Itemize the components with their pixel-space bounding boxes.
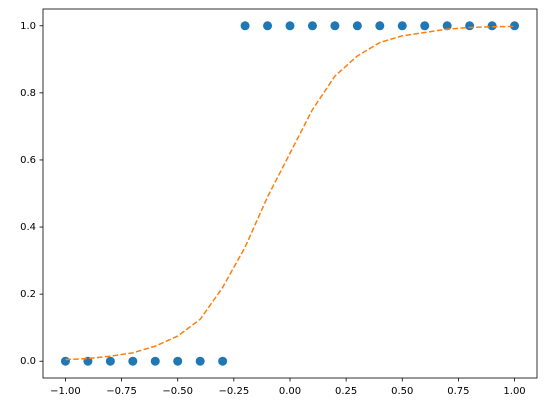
scatter-point bbox=[263, 21, 273, 31]
scatter-point bbox=[330, 21, 340, 31]
scatter-point bbox=[195, 356, 205, 366]
scatter-point bbox=[285, 21, 295, 31]
scatter-point bbox=[375, 21, 385, 31]
scatter-point bbox=[397, 21, 407, 31]
x-tick-label: 0.75 bbox=[447, 386, 469, 397]
x-tick-label: −1.00 bbox=[50, 386, 81, 397]
scatter-point bbox=[442, 21, 452, 31]
x-tick-label: −0.25 bbox=[219, 386, 250, 397]
scatter-point bbox=[352, 21, 362, 31]
scatter-point bbox=[487, 21, 497, 31]
scatter-point bbox=[465, 21, 475, 31]
y-tick-label: 1.0 bbox=[20, 21, 36, 32]
scatter-point bbox=[128, 356, 138, 366]
line bbox=[65, 25, 515, 361]
x-tick-label: 1.00 bbox=[503, 386, 525, 397]
y-tick-label: 0.2 bbox=[20, 289, 36, 300]
axes-frame bbox=[42, 8, 538, 379]
scatter-point bbox=[307, 21, 317, 31]
x-tick-label: 0.00 bbox=[279, 386, 301, 397]
scatter-point bbox=[173, 356, 183, 366]
y-tick-label: 0.0 bbox=[20, 356, 36, 367]
x-tick-label: −0.75 bbox=[106, 386, 137, 397]
scatter-point bbox=[420, 21, 430, 31]
scatter-point bbox=[105, 356, 115, 366]
scatter-point bbox=[510, 21, 520, 31]
y-tick-label: 0.4 bbox=[20, 222, 36, 233]
scatter-point bbox=[240, 21, 250, 31]
scatter-point bbox=[150, 356, 160, 366]
x-tick-label: 0.25 bbox=[335, 386, 357, 397]
x-tick-label: 0.50 bbox=[391, 386, 413, 397]
scatter-point bbox=[218, 356, 228, 366]
y-tick-label: 0.8 bbox=[20, 88, 36, 99]
y-tick-label: 0.6 bbox=[20, 155, 36, 166]
scatter-point bbox=[60, 356, 70, 366]
x-tick-label: −0.50 bbox=[162, 386, 193, 397]
